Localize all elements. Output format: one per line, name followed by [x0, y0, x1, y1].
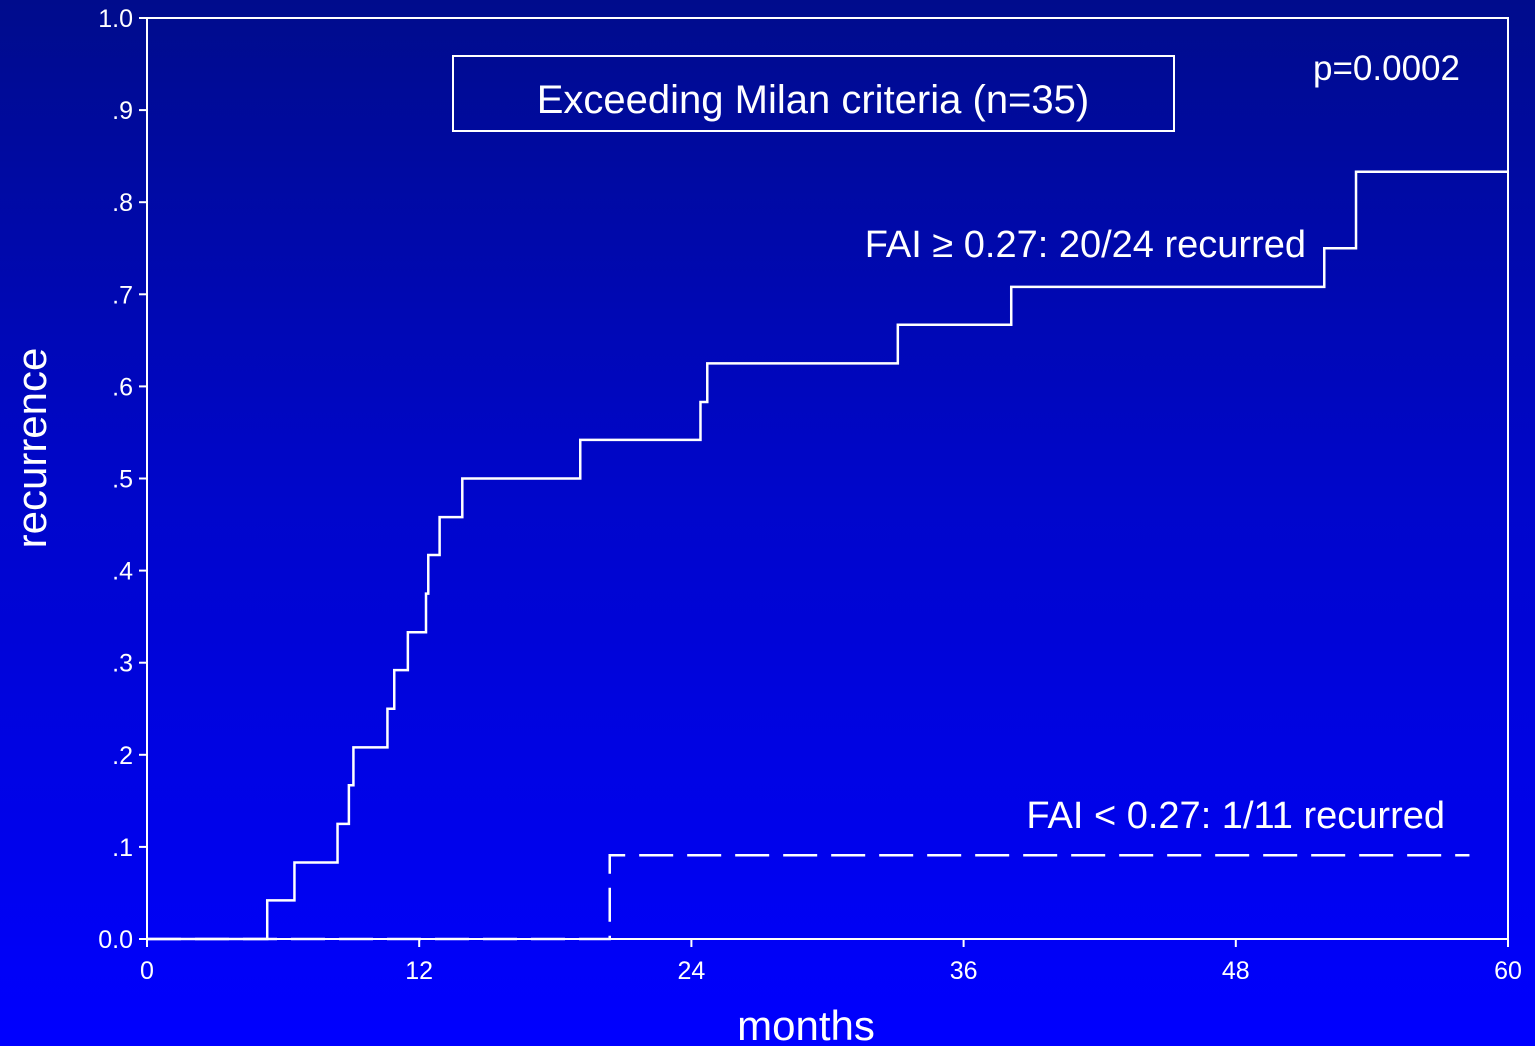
- y-tick-label: .1: [112, 834, 133, 862]
- y-tick-label: .6: [112, 373, 133, 401]
- y-tick-label: 0.0: [98, 926, 133, 954]
- x-tick-label: 0: [140, 957, 154, 985]
- x-tick-label: 36: [950, 957, 978, 985]
- series-label-high-fai: FAI ≥ 0.27: 20/24 recurred: [865, 224, 1306, 266]
- y-axis-title: recurrence: [8, 348, 55, 549]
- y-tick-label: 1.0: [98, 5, 133, 33]
- y-tick-label: .4: [112, 558, 133, 586]
- chart-title: Exceeding Milan criteria (n=35): [537, 78, 1089, 122]
- series-label-low-fai: FAI < 0.27: 1/11 recurred: [1026, 795, 1445, 837]
- x-axis: 0 12 24 36 48 60: [140, 939, 1522, 985]
- x-tick-label: 48: [1222, 957, 1250, 985]
- series-line-high-fai: [147, 170, 1508, 941]
- series-line-low-fai: [147, 853, 1470, 941]
- y-tick-label: .9: [112, 97, 133, 125]
- y-axis: 0.0 .1 .2 .3 .4 .5 .6 .7 .8 .9 1.0: [98, 5, 147, 954]
- y-tick-label: .7: [112, 281, 133, 309]
- y-tick-label: .5: [112, 466, 133, 494]
- x-tick-label: 60: [1494, 957, 1522, 985]
- x-tick-label: 24: [677, 957, 705, 985]
- title-box: [452, 55, 1175, 132]
- x-axis-title: months: [737, 1002, 875, 1046]
- y-tick-label: .8: [112, 189, 133, 217]
- p-value-label: p=0.0002: [1313, 49, 1460, 88]
- y-tick-label: .3: [112, 650, 133, 678]
- y-tick-label: .2: [112, 742, 133, 770]
- series-layer: [147, 170, 1508, 941]
- x-tick-label: 12: [405, 957, 433, 985]
